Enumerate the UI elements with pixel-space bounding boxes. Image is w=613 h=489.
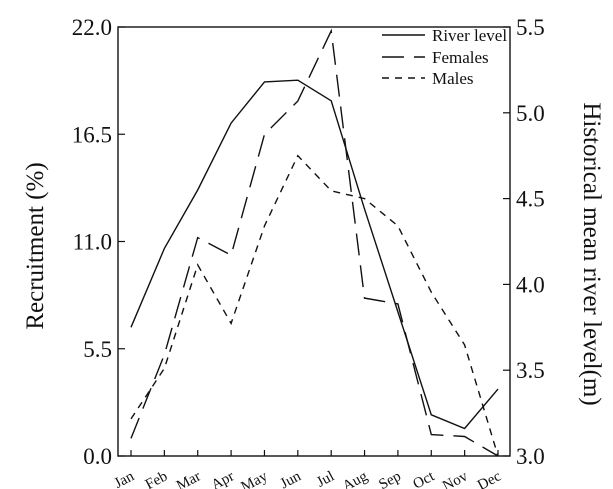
right-tick-label: 5.5 (516, 15, 545, 40)
series-line-females (130, 28, 499, 457)
left-axis-title: Recruitment (%) (22, 162, 49, 329)
right-tick-label: 4.5 (516, 187, 545, 212)
left-tick-label: 5.5 (83, 337, 112, 362)
series-line-males (130, 154, 499, 457)
x-tick-label: Apr (209, 468, 237, 489)
legend-label-males: Males (432, 69, 474, 88)
right-tick-label: 4.0 (516, 272, 545, 297)
x-tick-label: Aug (340, 468, 371, 489)
right-axis-ticks: 3.0 3.5 4.0 4.5 5.0 5.5 (503, 15, 545, 469)
x-tick-label: Feb (143, 468, 170, 489)
x-tick-label: Dec (475, 468, 504, 489)
x-tick-label: Nov (440, 468, 471, 489)
x-tick-label: Oct (411, 468, 438, 489)
x-tick-label: May (239, 468, 271, 489)
left-tick-label: 16.5 (72, 122, 112, 147)
x-tick-label: Sep (376, 468, 403, 489)
right-tick-label: 5.0 (516, 101, 545, 126)
legend: River level Females Males (382, 26, 507, 88)
x-tick-label: Mar (174, 468, 204, 489)
plot-frame (117, 26, 511, 457)
series-lines (130, 28, 499, 457)
left-tick-label: 22.0 (72, 15, 112, 40)
x-tick-label: Jan (112, 468, 138, 489)
left-tick-label: 11.0 (73, 230, 112, 255)
series-line-river-level (130, 79, 499, 430)
left-tick-label: 0.0 (83, 444, 112, 469)
x-tick-label: Jun (278, 468, 304, 489)
left-axis-ticks: 0.0 5.5 11.0 16.5 22.0 (72, 15, 125, 469)
right-tick-label: 3.5 (516, 358, 545, 383)
plot-area-border (117, 26, 511, 457)
x-axis-ticks: Jan Feb Mar Apr May Jun Jul Aug Sep Oct Nov Dec (112, 450, 504, 489)
right-axis-title: Historical mean river level(m) (578, 102, 605, 405)
legend-label-river-level: River level (432, 26, 507, 45)
legend-label-females: Females (432, 48, 489, 67)
x-tick-label: Jul (314, 468, 337, 489)
right-tick-label: 3.0 (516, 444, 545, 469)
